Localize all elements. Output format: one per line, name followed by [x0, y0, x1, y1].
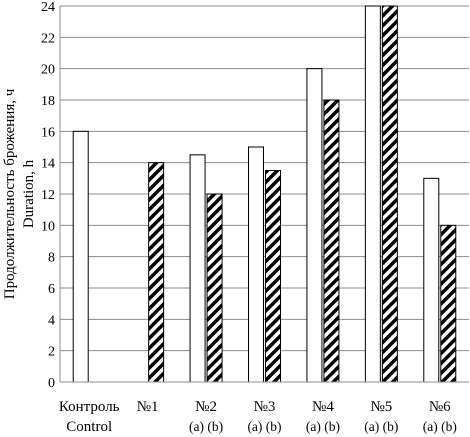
y-tick-label: 24 — [41, 0, 55, 15]
x-category-label-en: Control — [66, 419, 112, 435]
y-tick-label: 16 — [41, 125, 55, 140]
x-subgroup-label: (a) (b) — [189, 419, 223, 434]
y-axis-label-ru: Продолжительность брожения, ч — [2, 88, 18, 299]
y-tick-label: 14 — [41, 157, 55, 172]
x-category-label: №3 — [254, 399, 276, 415]
y-tick-label: 20 — [41, 63, 55, 78]
bar-hatched — [206, 193, 223, 383]
x-category-label: №4 — [312, 399, 334, 415]
axes — [59, 6, 469, 383]
x-subgroup-label: (a) (b) — [306, 419, 340, 434]
bar-hatched — [148, 162, 165, 383]
bar-hatched — [381, 5, 398, 383]
y-tick-label: 4 — [48, 313, 55, 328]
x-subgroup-label: (a) (b) — [423, 419, 457, 434]
bar-white — [364, 5, 381, 383]
y-tick-label: 18 — [41, 94, 55, 109]
x-subgroup-label: (a) (b) — [364, 419, 398, 434]
y-tick-label: 0 — [48, 376, 55, 391]
y-axis-label-en: Duration, h — [21, 159, 37, 228]
x-subgroup-label: (a) (b) — [247, 419, 281, 434]
bar-hatched — [323, 99, 340, 383]
x-category-labels: Контроль Control №1 №2 (a) (b) №3 (a) (b) №4 (a)… — [59, 399, 457, 435]
x-category-label: Контроль — [59, 399, 120, 415]
y-tick-label: 10 — [41, 219, 55, 234]
y-tick-label: 22 — [41, 31, 55, 46]
bar-white — [306, 68, 323, 383]
bar-white — [189, 154, 206, 383]
bar-white — [423, 177, 440, 383]
bar-hatched — [440, 224, 457, 383]
bar-hatched — [265, 170, 281, 383]
x-category-label: №2 — [195, 399, 217, 415]
x-category-label: №5 — [370, 399, 392, 415]
y-tick-label: 8 — [48, 251, 55, 266]
y-tick-label: 12 — [41, 188, 55, 203]
gridlines — [60, 5, 469, 352]
y-tick-label: 2 — [48, 345, 55, 360]
x-category-label: №1 — [137, 399, 159, 415]
y-tick-label: 6 — [48, 282, 55, 297]
bar-white — [248, 146, 264, 383]
x-category-label: №6 — [429, 399, 451, 415]
bar-white — [72, 130, 89, 383]
